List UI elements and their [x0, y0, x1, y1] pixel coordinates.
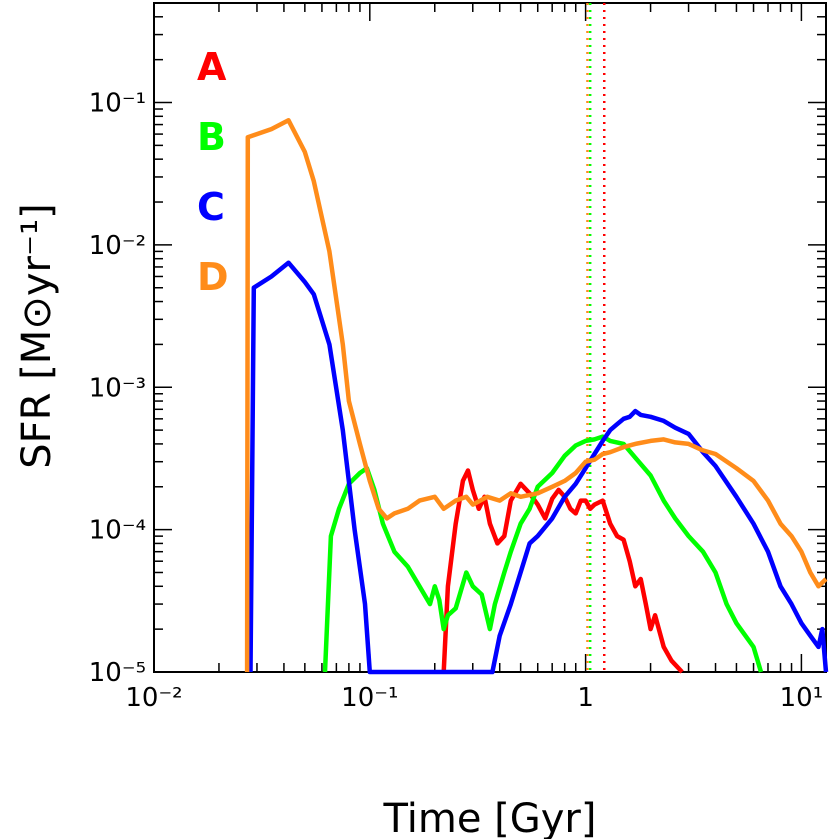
x-tick-label: 10⁻¹ — [341, 683, 398, 713]
legend-entry-B: B — [197, 115, 226, 159]
series-lines — [244, 118, 829, 675]
series-line-D — [244, 118, 828, 673]
series-line-C — [248, 260, 829, 675]
reference-lines — [586, 3, 606, 672]
series-line-B — [322, 434, 764, 673]
series-line-A — [441, 468, 684, 674]
y-tick-label: 10⁻¹ — [89, 89, 146, 119]
y-tick-label: 10⁻⁵ — [89, 658, 146, 688]
y-axis-title: SFR [M⊙yr⁻¹] — [14, 203, 60, 468]
x-tick-label: 10¹ — [780, 683, 824, 713]
y-tick-label: 10⁻² — [89, 231, 146, 261]
x-tick-label: 1 — [577, 683, 594, 713]
y-tick-label: 10⁻³ — [89, 373, 146, 403]
x-tick-label: 10⁻² — [125, 683, 182, 713]
y-tick-label: 10⁻⁴ — [89, 516, 146, 546]
x-axis-title: Time [Gyr] — [383, 796, 597, 839]
tick-labels: 10⁻² 10⁻¹ 1 10¹ 10⁻¹ 10⁻² 10⁻³ 10⁻⁴ 10⁻⁵ — [89, 89, 823, 713]
legend-entry-A: A — [197, 45, 227, 89]
legend-entry-C: C — [197, 185, 225, 229]
axis-ticks — [153, 2, 826, 673]
legend-entry-D: D — [197, 255, 229, 299]
